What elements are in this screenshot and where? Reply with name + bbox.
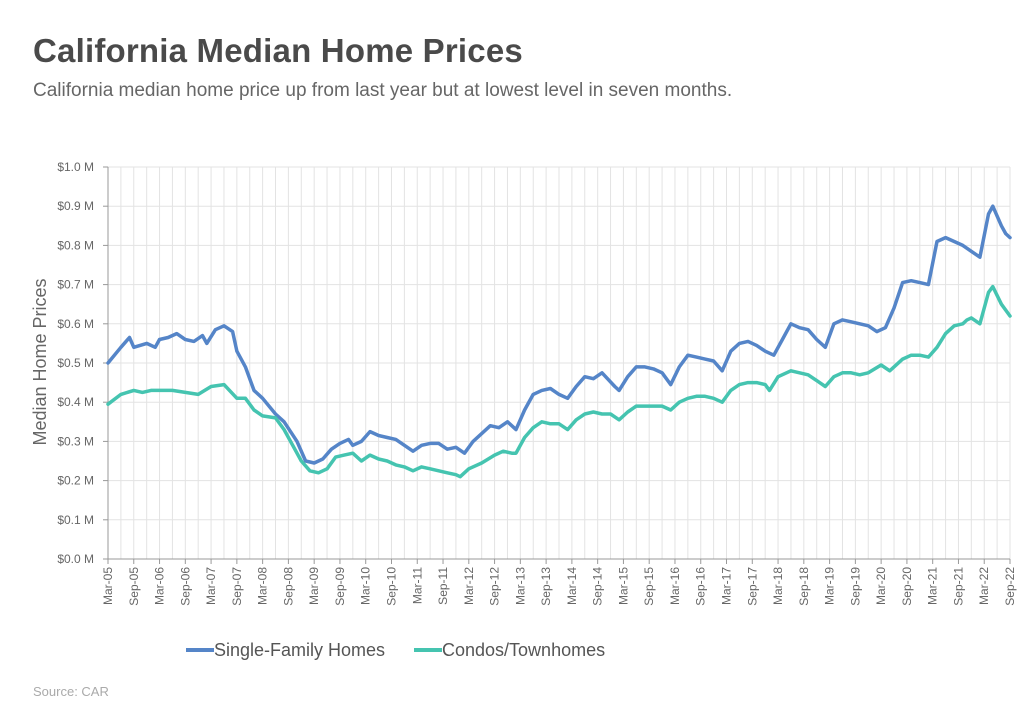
y-tick-label: $0.0 M [57, 552, 94, 566]
y-tick-label: $0.3 M [57, 434, 94, 448]
x-tick-label: Sep-15 [642, 567, 656, 606]
x-axis: Mar-05 Sep-05 Mar-06 Sep-06 Mar-07 Sep-07 Mar-… [101, 558, 1017, 606]
chart-subtitle: California median home price up from las… [33, 80, 733, 101]
x-tick-label: Mar-10 [359, 567, 373, 605]
x-tick-label: Mar-05 [101, 567, 115, 605]
x-tick-label: Mar-13 [513, 567, 527, 605]
y-axis: $0.0 M $0.1 M $0.2 M $0.3 M $0.4 M $0.5 M $0.6… [57, 160, 109, 566]
chart-title: California Median Home Prices [33, 32, 523, 69]
x-tick-label: Sep-17 [745, 567, 759, 606]
x-tick-label: Mar-17 [720, 567, 734, 605]
y-tick-label: $0.4 M [57, 395, 94, 409]
x-tick-label: Sep-16 [694, 567, 708, 606]
x-tick-label: Sep-07 [230, 567, 244, 606]
x-tick-label: Mar-15 [616, 567, 630, 605]
y-tick-label: $1.0 M [57, 160, 94, 174]
x-tick-label: Sep-09 [333, 567, 347, 606]
series-group [106, 204, 1012, 479]
series-line-single-family [106, 204, 1012, 465]
x-tick-label: Sep-12 [488, 567, 502, 606]
x-tick-label: Sep-10 [384, 567, 398, 606]
x-tick-label: Sep-21 [951, 567, 965, 606]
x-tick-label: Sep-18 [797, 567, 811, 606]
x-tick-label: Mar-07 [204, 567, 218, 605]
x-tick-label: Sep-11 [436, 567, 450, 605]
x-tick-label: Mar-08 [256, 567, 270, 605]
y-tick-label: $0.8 M [57, 238, 94, 252]
legend-label: Single-Family Homes [214, 640, 385, 660]
y-tick-label: $0.2 M [57, 474, 94, 488]
series-line-condos [106, 284, 1012, 479]
y-tick-label: $0.9 M [57, 199, 94, 213]
y-tick-label: $0.5 M [57, 356, 94, 370]
x-tick-label: Mar-16 [668, 567, 682, 605]
x-tick-label: Mar-11 [410, 567, 424, 604]
x-tick-label: Sep-20 [900, 567, 914, 606]
x-tick-label: Mar-18 [771, 567, 785, 605]
x-tick-label: Mar-21 [926, 567, 940, 605]
y-tick-label: $0.1 M [57, 513, 94, 527]
x-tick-label: Sep-08 [281, 567, 295, 606]
x-tick-label: Mar-12 [462, 567, 476, 605]
x-tick-label: Mar-14 [565, 567, 579, 605]
y-axis-label: Median Home Prices [30, 278, 50, 445]
y-tick-label: $0.7 M [57, 278, 94, 292]
x-tick-label: Mar-22 [977, 567, 991, 605]
x-tick-label: Sep-06 [178, 567, 192, 606]
x-tick-label: Mar-20 [874, 567, 888, 605]
x-tick-label: Sep-19 [848, 567, 862, 606]
x-tick-label: Mar-06 [153, 567, 167, 605]
y-tick-label: $0.6 M [57, 317, 94, 331]
x-tick-label: Sep-22 [1003, 567, 1017, 606]
legend-label: Condos/Townhomes [442, 640, 605, 660]
x-tick-label: Mar-19 [823, 567, 837, 605]
x-tick-label: Mar-09 [307, 567, 321, 605]
x-tick-label: Sep-13 [539, 567, 553, 606]
x-tick-label: Sep-05 [127, 567, 141, 606]
legend: Single-Family Homes Condos/Townhomes [186, 640, 605, 660]
x-tick-label: Sep-14 [591, 567, 605, 606]
source-note: Source: CAR [33, 684, 109, 699]
